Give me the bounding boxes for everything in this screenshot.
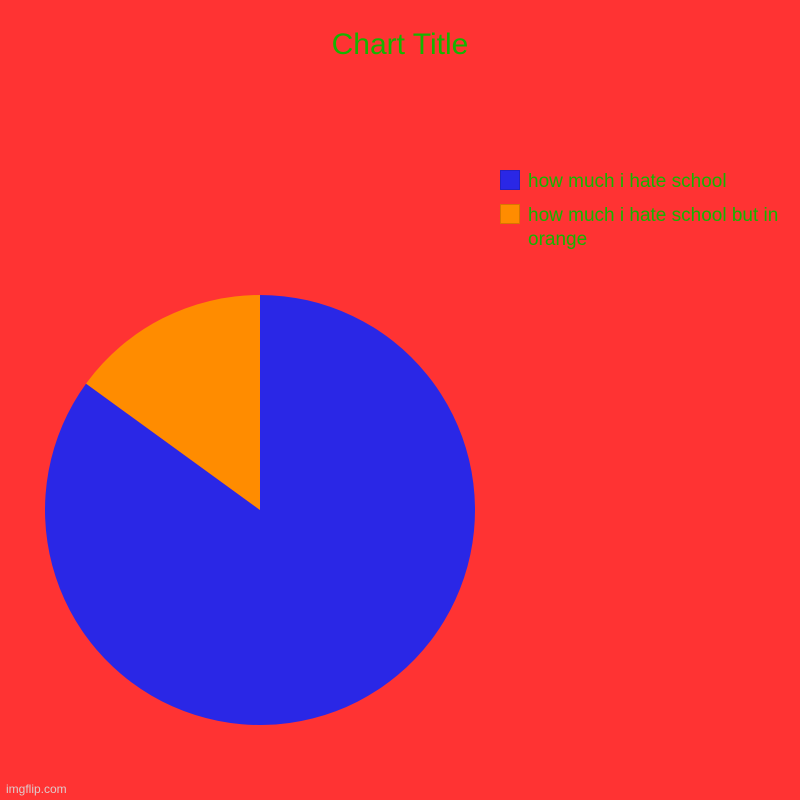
legend-label: how much i hate school	[528, 170, 727, 194]
pie-chart	[45, 295, 475, 725]
watermark: imgflip.com	[6, 782, 67, 796]
legend-label: how much i hate school but in orange	[528, 204, 790, 252]
legend: how much i hate school how much i hate sc…	[500, 170, 790, 261]
legend-item: how much i hate school but in orange	[500, 204, 790, 252]
legend-swatch	[500, 170, 520, 190]
legend-swatch	[500, 204, 520, 224]
pie-svg	[45, 295, 475, 725]
chart-title: Chart Title	[0, 28, 800, 62]
legend-item: how much i hate school	[500, 170, 790, 194]
